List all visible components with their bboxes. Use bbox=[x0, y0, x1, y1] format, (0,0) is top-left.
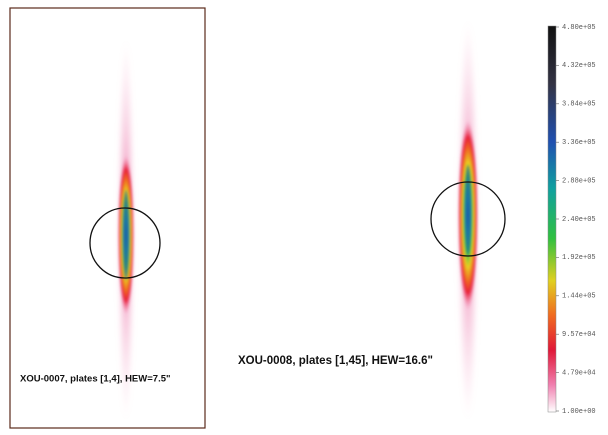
colorbar-label: 9.57e+04 bbox=[562, 331, 596, 339]
colorbar-label: 3.84e+05 bbox=[562, 101, 596, 109]
colorbar-label: 2.40e+05 bbox=[562, 216, 596, 224]
colorbar-label: 3.36e+05 bbox=[562, 139, 596, 147]
caption: XOU-0008, plates [1,45], HEW=16.6" bbox=[238, 355, 433, 367]
colorbar-labels: 4.80e+05 4.32e+05 3.84e+05 3.36e+05 2.88e+05… bbox=[556, 24, 596, 416]
hew-circle bbox=[430, 181, 506, 257]
colorbar-label: 1.92e+05 bbox=[562, 254, 596, 262]
colorbar-label: 4.80e+05 bbox=[562, 24, 596, 32]
colorbar-label: 2.88e+05 bbox=[562, 177, 596, 185]
colorbar-label: 1.00e+00 bbox=[562, 408, 596, 416]
hew-circle bbox=[89, 207, 161, 279]
left-spot bbox=[117, 40, 135, 420]
colorbar-label: 4.79e+04 bbox=[562, 369, 596, 377]
right-spot bbox=[457, 20, 479, 420]
caption: XOU-0007, plates [1,4], HEW=7.5" bbox=[20, 374, 171, 385]
colorbar-label: 4.32e+05 bbox=[562, 62, 596, 70]
colorbar-label: 1.44e+05 bbox=[562, 293, 596, 301]
left-frame bbox=[9, 7, 206, 429]
colorbar bbox=[547, 25, 557, 413]
